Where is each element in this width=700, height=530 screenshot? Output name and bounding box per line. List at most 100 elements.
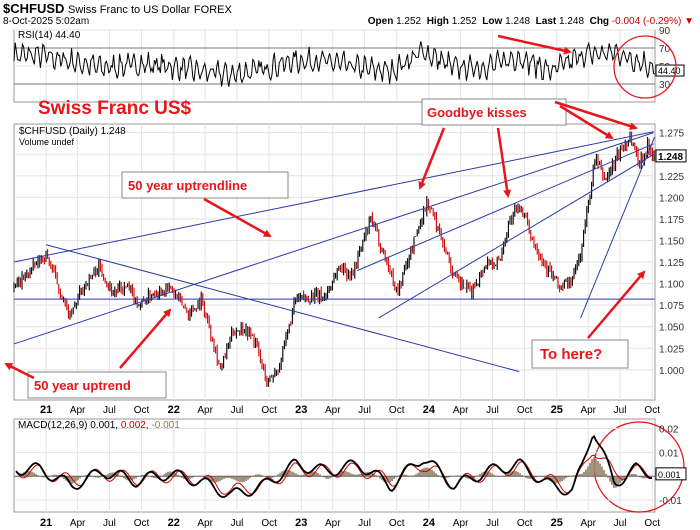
annotation-uptrend: 50 year uptrend <box>34 378 131 393</box>
trendline <box>46 244 520 373</box>
x-tick-label: Jul <box>103 518 116 529</box>
x-tick-label: Oct <box>261 405 277 416</box>
x-tick-label: Oct <box>134 405 150 416</box>
x-tick-label: Jul <box>103 405 116 416</box>
annotation-box <box>421 98 567 126</box>
symbol-text: $CHFUSD <box>3 1 65 16</box>
x-tick-label: Jul <box>231 518 244 529</box>
chart-symbol: $CHFUSD Swiss Franc to US Dollar FOREX <box>3 1 232 16</box>
x-tick-label: 25 <box>551 517 563 529</box>
x-tick-label: Apr <box>197 405 213 416</box>
x-tick-label: Apr <box>453 518 469 529</box>
x-tick-label: Apr <box>70 518 86 529</box>
trendline <box>13 132 654 345</box>
macd-tick-label: 0.02 <box>659 425 679 436</box>
macd-last-value-label: 0.001 <box>658 470 681 480</box>
chart-date: 8-Oct-2025 5:02am <box>3 16 90 27</box>
last-label: Last <box>535 16 557 27</box>
annotation-goodbye: Goodbye kisses <box>427 105 527 120</box>
macd-title: MACD(12,26,9) 0.001, 0.002, -0.001 <box>18 420 180 431</box>
price-last-value-box <box>655 149 687 163</box>
x-tick-label: Oct <box>389 518 405 529</box>
x-tick-label: 22 <box>168 517 180 529</box>
highlight-circle <box>613 35 677 99</box>
x-tick-label: 25 <box>551 404 563 416</box>
rsi-tick-label: 30 <box>659 80 671 91</box>
trendline <box>378 153 655 319</box>
price-tick-label: 1.075 <box>659 301 684 312</box>
macd-panel <box>13 418 656 513</box>
annotation-arrow <box>119 308 172 369</box>
exchange-label: FOREX <box>193 4 232 16</box>
annotation-arrow <box>497 34 572 55</box>
macd-last-value-box <box>655 467 687 481</box>
annotation-box <box>27 371 167 399</box>
low-value: 1.248 <box>505 16 531 27</box>
annotation-box <box>121 171 289 199</box>
annotation-to-here: To here? <box>540 346 602 363</box>
x-tick-label: Apr <box>197 518 213 529</box>
chg-down-icon: ▼ <box>684 16 694 27</box>
high-label: High <box>426 16 449 27</box>
x-tick-label: 21 <box>40 517 52 529</box>
x-tick-label: 21 <box>40 404 52 416</box>
open-label: Open <box>367 16 394 27</box>
annotation-title: Swiss Franc US$ <box>38 98 192 119</box>
x-tick-label: Apr <box>580 518 596 529</box>
x-tick-label: Apr <box>453 405 469 416</box>
rsi-last-value-label: 44.40 <box>658 66 681 76</box>
annotation-arrow <box>203 197 272 238</box>
rsi-last-value-box <box>655 64 685 77</box>
x-tick-label: Oct <box>134 518 150 529</box>
x-tick-label: 24 <box>423 517 436 529</box>
annotation-arrow <box>559 104 614 140</box>
trendline <box>357 143 654 272</box>
last-value: 1.248 <box>559 16 585 27</box>
price-tick-label: 1.150 <box>659 236 684 247</box>
x-tick-label: Jul <box>486 405 499 416</box>
annotation-uptrendline: 50 year uptrendline <box>128 178 247 193</box>
x-tick-label: Jul <box>231 405 244 416</box>
symbol-description: Swiss Franc to US Dollar <box>68 4 191 16</box>
price-tick-label: 1.025 <box>659 344 684 355</box>
price-subtitle: Volume undef <box>19 137 75 147</box>
x-tick-label: Jul <box>358 518 371 529</box>
x-tick-label: Apr <box>325 518 341 529</box>
chg-value: -0.004 (-0.29%) <box>611 16 682 27</box>
trendline <box>580 136 656 319</box>
macd-tick-label: -0.01 <box>659 496 682 507</box>
price-tick-label: 1.050 <box>659 323 684 334</box>
price-tick-label: 1.275 <box>659 129 684 140</box>
x-tick-label: 23 <box>295 517 307 529</box>
annotation-arrow <box>4 362 35 380</box>
low-label: Low <box>482 16 503 27</box>
x-tick-label: Jul <box>614 518 627 529</box>
trendline <box>13 131 654 263</box>
annotation-arrow <box>496 127 512 198</box>
macd-legend-item: 0.002, <box>121 420 152 431</box>
rsi-tick-label: 90 <box>659 26 671 37</box>
x-tick-label: Jul <box>358 405 371 416</box>
price-tick-label: 1.175 <box>659 215 684 226</box>
x-tick-label: Apr <box>70 405 86 416</box>
macd-tick-label: 0.01 <box>659 448 679 459</box>
price-tick-label: 1.200 <box>659 193 684 204</box>
macd-line <box>15 434 653 498</box>
macd-legend-item: MACD(12,26,9) 0.001, <box>18 420 121 431</box>
chg-label: Chg <box>589 16 610 27</box>
open-value: 1.252 <box>396 16 422 27</box>
price-title: $CHFUSD (Daily) 1.248 <box>19 126 126 137</box>
x-tick-label: Apr <box>325 405 341 416</box>
x-tick-label: 22 <box>168 404 180 416</box>
price-tick-label: 1.100 <box>659 280 684 291</box>
price-tick-label: 1.125 <box>659 258 684 269</box>
high-value: 1.252 <box>451 16 477 27</box>
annotation-arrow <box>587 270 646 339</box>
rsi-tick-label: 70 <box>659 44 671 55</box>
x-tick-label: 23 <box>295 404 307 416</box>
x-tick-label: Oct <box>644 405 660 416</box>
x-tick-label: Oct <box>517 518 533 529</box>
x-tick-label: Oct <box>389 405 405 416</box>
x-tick-label: Oct <box>261 518 277 529</box>
ohlc-readout: Open 1.252 High 1.252 Low 1.248 Last 1.2… <box>368 16 694 27</box>
